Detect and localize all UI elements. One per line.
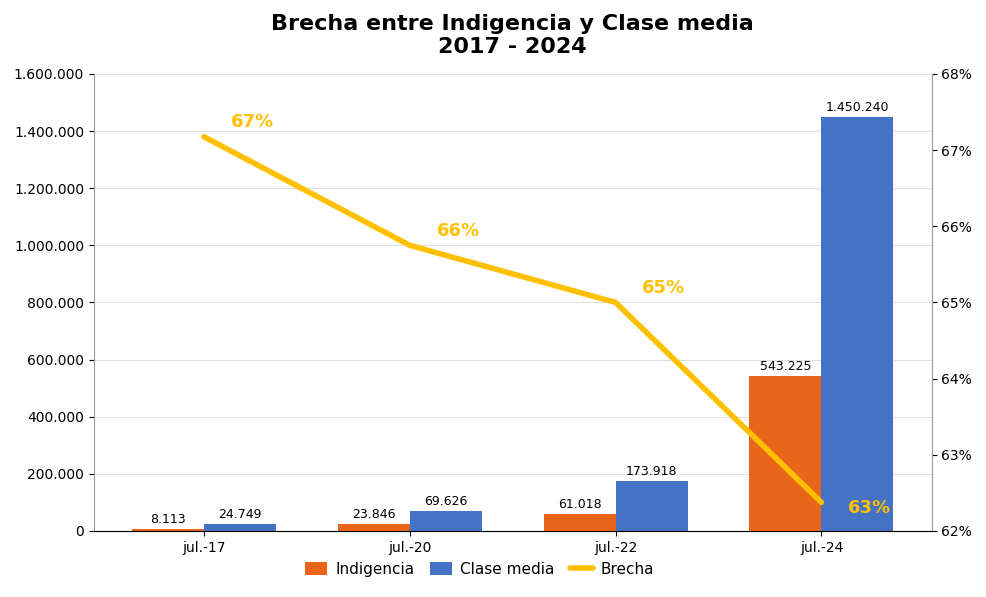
Brecha	[404, 242, 416, 249]
Bar	[204, 524, 276, 531]
Text: 61.018: 61.018	[558, 498, 601, 510]
Text: 24.749: 24.749	[218, 508, 261, 521]
Bar	[338, 524, 410, 531]
Bar	[543, 513, 615, 531]
Bar	[749, 376, 821, 531]
Text: 66%: 66%	[437, 221, 479, 239]
Brecha	[815, 499, 827, 506]
Brecha	[198, 133, 210, 140]
Text: 69.626: 69.626	[424, 496, 467, 508]
Title: Brecha entre Indigencia y Clase media
2017 - 2024: Brecha entre Indigencia y Clase media 20…	[271, 14, 754, 57]
Text: 543.225: 543.225	[759, 360, 811, 373]
Bar	[132, 529, 204, 531]
Bar	[410, 511, 482, 531]
Bar	[615, 481, 687, 531]
Text: 23.846: 23.846	[352, 508, 395, 521]
Text: 173.918: 173.918	[626, 466, 677, 478]
Brecha	[609, 299, 621, 306]
Line: Brecha: Brecha	[204, 137, 821, 503]
Text: 67%: 67%	[231, 113, 274, 131]
Text: 8.113: 8.113	[150, 513, 185, 526]
Text: 1.450.240: 1.450.240	[825, 101, 889, 114]
Text: 65%: 65%	[642, 279, 685, 297]
Text: 63%: 63%	[848, 498, 891, 517]
Legend: Indigencia, Clase media, Brecha: Indigencia, Clase media, Brecha	[299, 555, 660, 583]
Bar	[821, 116, 893, 531]
